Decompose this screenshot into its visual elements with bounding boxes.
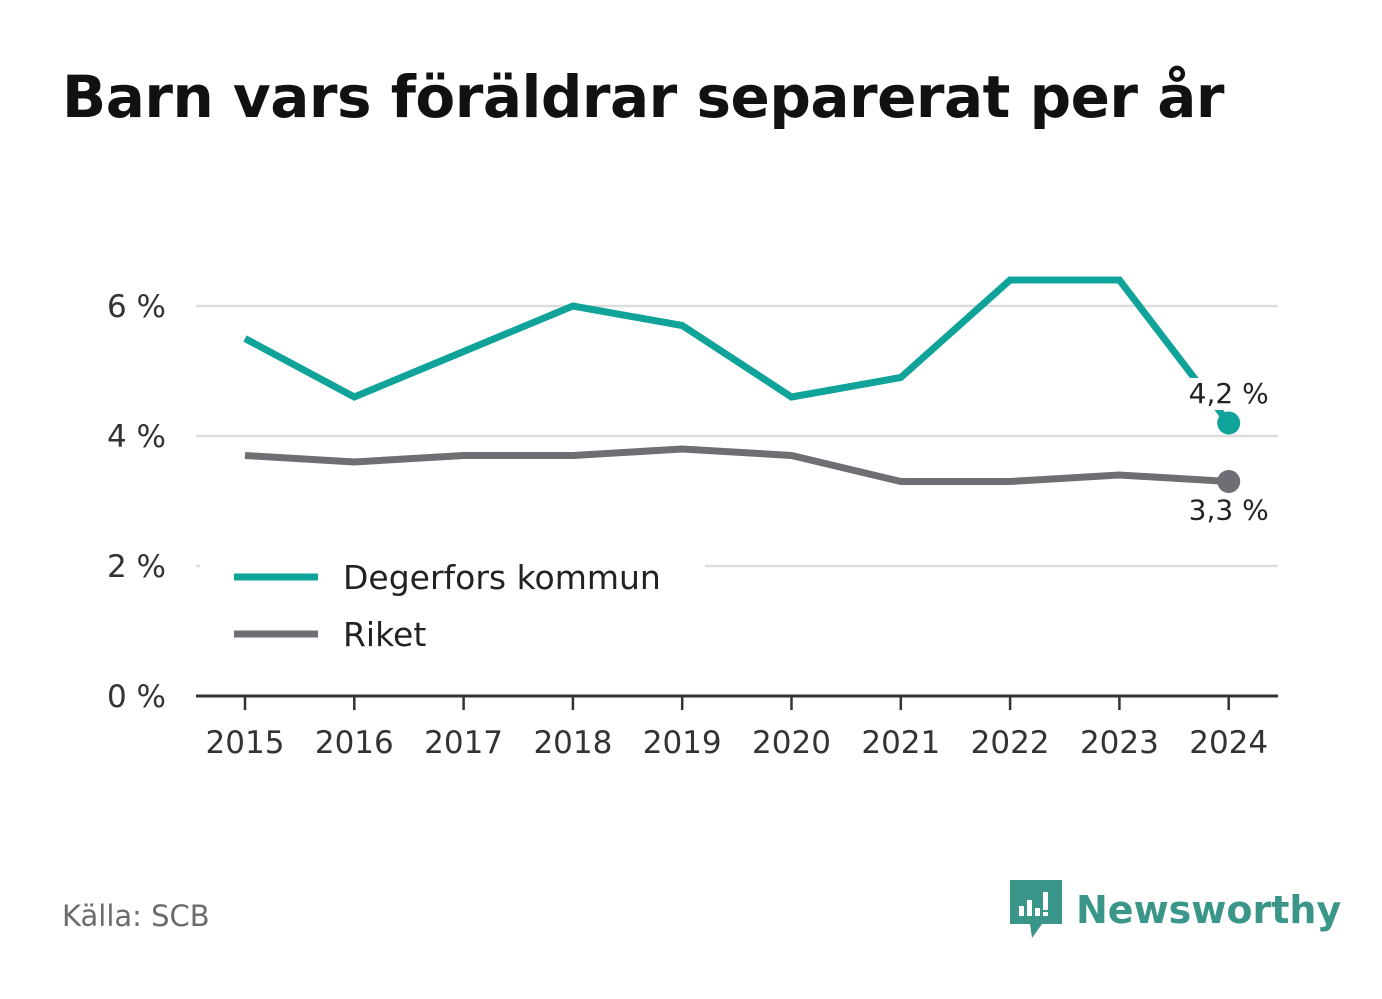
y-axis: 0 % 2 % 4 % 6 % — [107, 289, 166, 715]
series-line-degerfors — [243, 276, 1232, 426]
series-end-label: 3,3 % — [1189, 494, 1269, 527]
x-axis: 2015 2016 2017 2018 2019 2020 2021 2022 2023 2024 — [196, 694, 1278, 761]
series-group: 4,2 % 3,3 % — [243, 276, 1273, 527]
legend: Degerfors kommun Riket — [200, 546, 705, 666]
legend-label: Riket — [343, 615, 426, 654]
y-tick-label: 4 % — [107, 419, 166, 455]
y-tick-label: 6 % — [107, 289, 166, 325]
chart-title: Barn vars föräldrar separerat per år — [62, 63, 1224, 131]
end-label-background — [1184, 378, 1273, 410]
x-tick-label: 2016 — [315, 725, 394, 761]
legend-background — [200, 546, 705, 666]
x-tick-label: 2023 — [1080, 725, 1159, 761]
x-tick-label: 2015 — [206, 725, 285, 761]
end-label-background — [1184, 494, 1273, 527]
grid-lines — [196, 304, 1278, 568]
x-tick-label: 2021 — [861, 725, 940, 761]
x-tick-label: 2019 — [643, 725, 722, 761]
x-tick-label: 2018 — [533, 725, 612, 761]
brand-logo: Newsworthy — [1010, 880, 1341, 940]
x-tick-label: 2024 — [1189, 725, 1268, 761]
x-tick-label: 2017 — [424, 725, 503, 761]
brand-name: Newsworthy — [1076, 888, 1342, 932]
source-note: Källa: SCB — [62, 899, 210, 933]
legend-label: Degerfors kommun — [343, 558, 661, 597]
x-tick-label: 2020 — [752, 725, 831, 761]
series-end-point — [1217, 411, 1241, 435]
newsworthy-logo-icon — [1010, 880, 1062, 938]
y-tick-label: 0 % — [107, 679, 166, 715]
x-tick-label: 2022 — [971, 725, 1050, 761]
series-end-label: 4,2 % — [1189, 377, 1269, 410]
series-line-riket — [244, 445, 1229, 485]
y-tick-label: 2 % — [107, 549, 166, 585]
series-end-point — [1217, 470, 1241, 493]
